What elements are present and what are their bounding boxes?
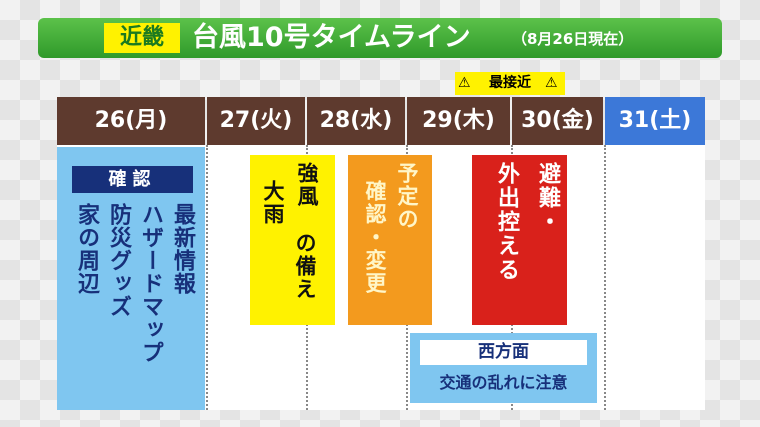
check-item: 家の周辺 (74, 203, 99, 295)
traffic-text: 交通の乱れに注意 (439, 373, 568, 392)
schedule-text: 確認・変更 (363, 180, 387, 295)
schedule-box (348, 155, 432, 325)
prepare-text: 強風 (295, 162, 319, 208)
day-header: 27(火) (207, 97, 305, 145)
day-header: 29(木) (407, 97, 510, 145)
prepare-box (250, 155, 335, 325)
warning-icon: ⚠ (458, 75, 471, 91)
warning-icon: ⚠ (545, 75, 558, 91)
day-header: 26(月) (57, 97, 205, 145)
peak-label: 最接近 (489, 75, 531, 91)
title: 台風10号タイムライン (192, 22, 471, 53)
schedule-text: 予定の (395, 162, 419, 231)
check-item: 防災グッズ (106, 203, 131, 318)
check-item: 最新情報 (170, 203, 195, 295)
evacuate-box (472, 155, 567, 325)
prepare-text: の備え (293, 232, 317, 301)
subtitle: （8月26日現在） (512, 30, 634, 48)
divider (206, 145, 208, 410)
day-header: 30(金) (512, 97, 603, 145)
region-label: 近畿 (104, 23, 180, 53)
traffic-area: 西方面 (420, 340, 587, 365)
day-header: 31(土) (605, 97, 705, 145)
check-item: ハザードマップ (138, 203, 163, 364)
peak-badge (455, 72, 565, 95)
check-label: 確認 (72, 166, 193, 193)
prepare-text: 大雨 (261, 180, 285, 226)
evacuate-text: 避難・ (535, 162, 560, 234)
divider (604, 145, 606, 410)
day-header: 28(水) (307, 97, 405, 145)
evacuate-text: 外出控える (494, 162, 519, 282)
